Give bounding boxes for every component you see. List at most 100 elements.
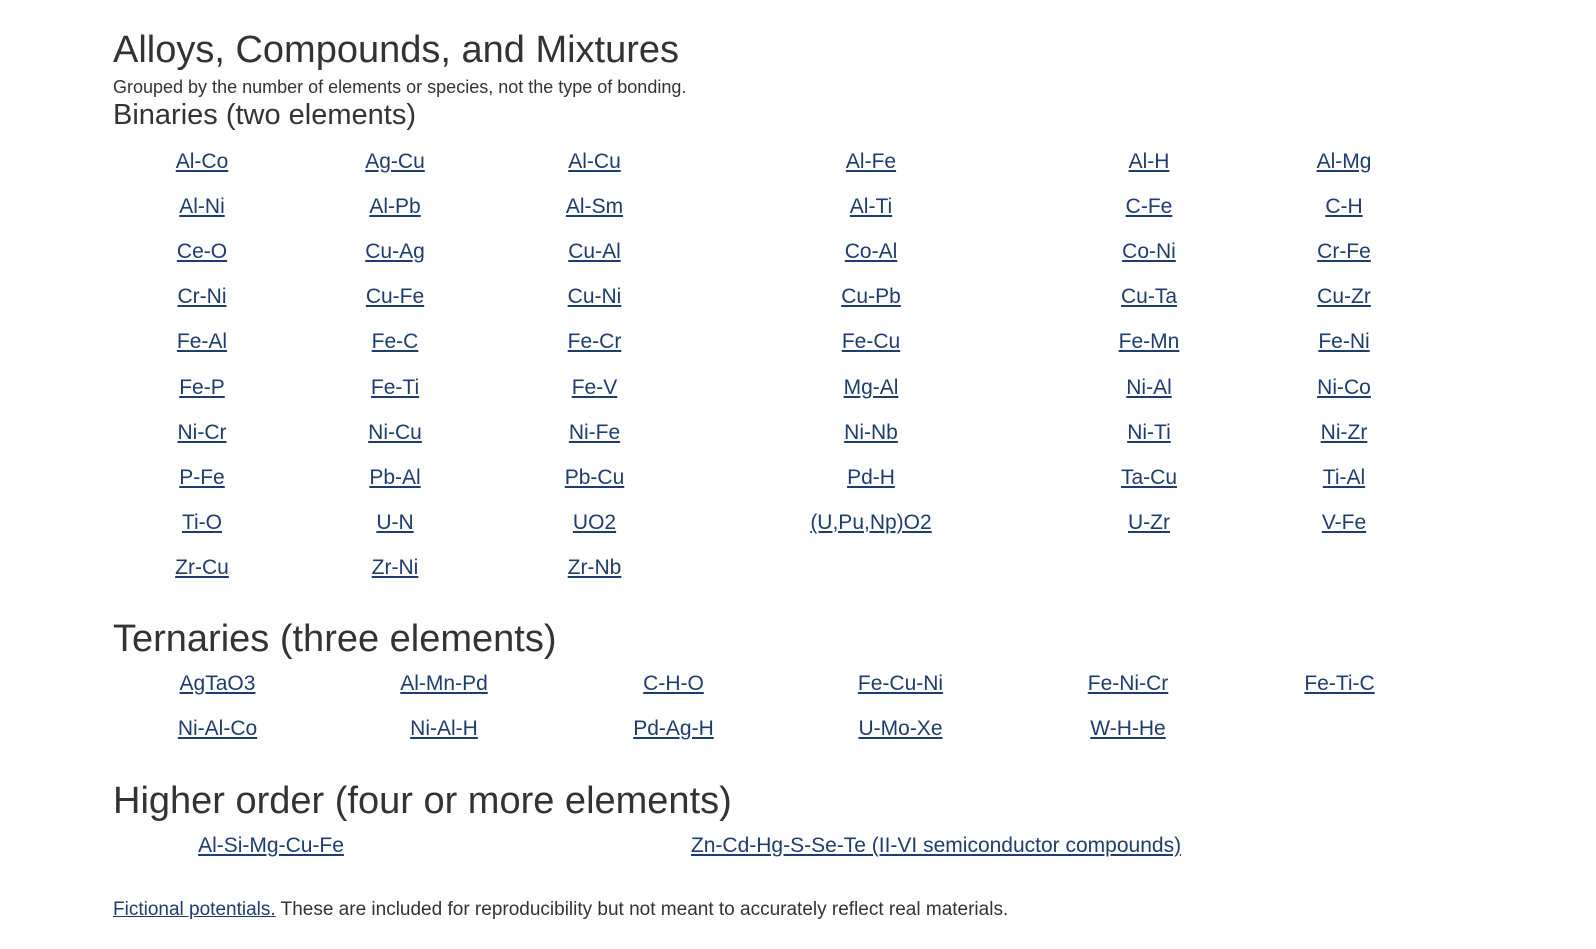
binary-system-link[interactable]: Ce-O (176, 239, 228, 263)
binary-system-link[interactable]: Fe-V (571, 375, 618, 399)
binary-system-link[interactable]: Al-Ni (179, 194, 225, 218)
binary-system-link[interactable]: Co-Al (844, 239, 898, 263)
ternary-system-link[interactable]: Al-Mn-Pd (400, 671, 488, 695)
binary-system-cell: Ce-O (177, 240, 227, 264)
ternary-system-cell: C-H-O (643, 672, 704, 696)
binary-system-link[interactable]: P-Fe (179, 465, 225, 489)
binary-system-link[interactable]: Fe-Cr (567, 330, 622, 354)
binary-system-link[interactable]: C-Fe (1125, 194, 1173, 218)
binary-system-link[interactable]: Ni-Zr (1320, 420, 1368, 444)
binary-system-link[interactable]: Ni-Ti (1127, 420, 1171, 444)
binary-system-link[interactable]: Cu-Fe (365, 285, 425, 309)
binary-system-link[interactable]: Ni-Co (1317, 375, 1371, 399)
binary-system-link[interactable]: Fe-Ti (370, 375, 420, 399)
binary-system-link[interactable]: Co-Ni (1122, 239, 1176, 263)
ternary-system-link[interactable]: AgTaO3 (179, 671, 256, 695)
binary-system-link[interactable]: Ni-Fe (568, 420, 621, 444)
footnote: Fictional potentials. These are included… (113, 898, 1008, 922)
ternary-system-link[interactable]: Ni-Al-Co (177, 716, 258, 740)
binary-system-cell: Ni-Ti (1127, 421, 1171, 445)
binary-system-cell: Ni-Zr (1321, 421, 1368, 445)
binary-system-cell: Al-Pb (369, 195, 420, 219)
binary-system-link[interactable]: Cu-Pb (841, 285, 901, 309)
binary-system-link[interactable]: Al-Fe (845, 149, 897, 173)
binary-system-link[interactable]: Al-Co (175, 149, 229, 173)
binary-system-cell: Cu-Ag (365, 240, 425, 264)
binary-system-link[interactable]: Zr-Cu (175, 556, 229, 580)
binary-system-cell: Ag-Cu (365, 150, 425, 174)
ternary-system-link[interactable]: U-Mo-Xe (858, 716, 943, 740)
binary-system-cell: Fe-V (572, 376, 618, 400)
binary-system-link[interactable]: Cr-Ni (177, 285, 227, 309)
binary-system-cell: Cu-Al (568, 240, 621, 264)
binary-system-link[interactable]: Ti-Al (1322, 465, 1366, 489)
binary-system-link[interactable]: U-N (376, 511, 414, 535)
binary-system-link[interactable]: Fe-Mn (1118, 330, 1180, 354)
binary-system-cell: Co-Al (845, 240, 898, 264)
binary-system-link[interactable]: UO2 (572, 511, 617, 535)
binary-system-cell: Fe-Ti (371, 376, 419, 400)
higher-order-system-link[interactable]: Zn-Cd-Hg-S-Se-Te (II-VI semiconductor co… (690, 833, 1182, 857)
ternary-system-cell: U-Mo-Xe (858, 717, 942, 741)
ternary-system-cell: W-H-He (1090, 717, 1165, 741)
binary-system-link[interactable]: Ni-Cu (368, 420, 422, 444)
binary-system-link[interactable]: Cr-Fe (1317, 239, 1371, 263)
binary-system-link[interactable]: Al-Sm (565, 194, 624, 218)
ternary-system-link[interactable]: Ni-Al-H (410, 716, 478, 740)
ternary-system-link[interactable]: Fe-Ti-C (1304, 671, 1375, 695)
binary-system-cell: Cu-Zr (1317, 285, 1371, 309)
binary-system-link[interactable]: Ti-O (181, 511, 223, 535)
binary-system-link[interactable]: Pb-Cu (564, 465, 625, 489)
binary-system-cell: Fe-C (372, 330, 419, 354)
binary-system-cell: Cr-Fe (1317, 240, 1371, 264)
binary-system-link[interactable]: Cu-Ta (1120, 285, 1178, 309)
binary-system-link[interactable]: U-Zr (1128, 511, 1170, 535)
binary-system-link[interactable]: C-H (1325, 194, 1363, 218)
binary-system-link[interactable]: Ni-Cr (177, 420, 227, 444)
binary-system-link[interactable]: Fe-Ni (1318, 330, 1370, 354)
ternary-system-link[interactable]: Fe-Cu-Ni (857, 671, 944, 695)
ternary-system-link[interactable]: C-H-O (643, 671, 704, 695)
fictional-potentials-link[interactable]: Fictional potentials. (113, 899, 276, 920)
ternary-system-link[interactable]: Fe-Ni-Cr (1087, 671, 1169, 695)
binary-system-link[interactable]: Al-Pb (369, 194, 421, 218)
binary-system-link[interactable]: (U,Pu,Np)O2 (810, 511, 932, 535)
binary-system-link[interactable]: Zr-Ni (371, 556, 419, 580)
binaries-heading: Binaries (two elements) (113, 99, 416, 131)
binary-system-cell: (U,Pu,Np)O2 (810, 511, 931, 535)
binary-system-link[interactable]: Fe-Al (176, 330, 228, 354)
binary-system-link[interactable]: Pd-H (847, 465, 895, 489)
ternary-system-link[interactable]: Pd-Ag-H (633, 716, 714, 740)
binary-system-link[interactable]: Fe-P (179, 375, 225, 399)
binary-system-link[interactable]: Cu-Al (568, 239, 621, 263)
binary-system-link[interactable]: Fe-C (371, 330, 419, 354)
binary-system-cell: Ni-Fe (569, 421, 620, 445)
ternary-system-cell: AgTaO3 (180, 672, 256, 696)
binary-system-link[interactable]: Zr-Nb (567, 556, 622, 580)
binary-system-link[interactable]: Al-Ti (849, 194, 893, 218)
binary-system-link[interactable]: Ag-Cu (365, 149, 425, 173)
binary-system-link[interactable]: Al-Mg (1316, 149, 1372, 173)
binary-system-cell: Ni-Cu (368, 421, 422, 445)
binary-system-link[interactable]: Ni-Al (1126, 375, 1172, 399)
binary-system-link[interactable]: Cu-Zr (1317, 285, 1371, 309)
binary-system-link[interactable]: Mg-Al (843, 375, 899, 399)
binary-system-cell: C-Fe (1126, 195, 1173, 219)
binary-system-cell: Al-Sm (566, 195, 623, 219)
binary-system-link[interactable]: Cu-Ag (365, 239, 425, 263)
binary-system-link[interactable]: V-Fe (1321, 511, 1367, 535)
binary-system-link[interactable]: Fe-Cu (841, 330, 901, 354)
binary-system-cell: Al-Cu (568, 150, 621, 174)
binary-system-link[interactable]: Al-Cu (568, 149, 621, 173)
higher-order-system-link[interactable]: Al-Si-Mg-Cu-Fe (198, 833, 344, 857)
binary-system-link[interactable]: Pb-Al (369, 465, 421, 489)
binary-system-link[interactable]: Ni-Nb (844, 420, 898, 444)
binary-system-link[interactable]: Ta-Cu (1120, 465, 1178, 489)
ternaries-list: AgTaO3 Al-Mn-Pd C-H-O Fe-Cu-Ni Fe-Ni-Cr Fe-Ti… (106, 661, 1442, 751)
binary-system-cell: Ni-Co (1317, 376, 1371, 400)
binary-system-link[interactable]: Al-H (1128, 149, 1170, 173)
binary-system-cell: Al-Mg (1317, 150, 1372, 174)
ternary-system-cell: Fe-Cu-Ni (858, 672, 943, 696)
ternary-system-link[interactable]: W-H-He (1090, 716, 1166, 740)
binary-system-link[interactable]: Cu-Ni (567, 285, 622, 309)
